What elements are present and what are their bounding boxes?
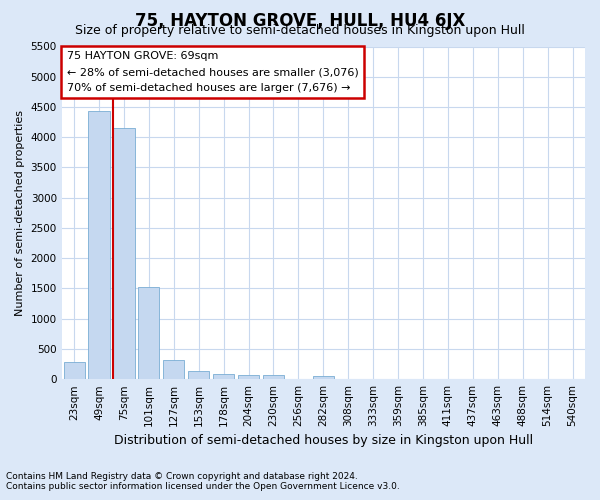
Bar [113, 128, 134, 379]
Text: 75, HAYTON GROVE, HULL, HU4 6JX: 75, HAYTON GROVE, HULL, HU4 6JX [135, 12, 465, 30]
Text: Size of property relative to semi-detached houses in Kingston upon Hull: Size of property relative to semi-detach… [75, 24, 525, 37]
Bar [313, 376, 334, 379]
Bar [64, 362, 85, 379]
Bar [88, 111, 110, 379]
X-axis label: Distribution of semi-detached houses by size in Kingston upon Hull: Distribution of semi-detached houses by … [114, 434, 533, 448]
Text: Contains HM Land Registry data © Crown copyright and database right 2024.: Contains HM Land Registry data © Crown c… [6, 472, 358, 481]
Text: Contains public sector information licensed under the Open Government Licence v3: Contains public sector information licen… [6, 482, 400, 491]
Bar [213, 374, 234, 379]
Y-axis label: Number of semi-detached properties: Number of semi-detached properties [15, 110, 25, 316]
Bar [163, 360, 184, 379]
Text: 75 HAYTON GROVE: 69sqm
← 28% of semi-detached houses are smaller (3,076)
70% of : 75 HAYTON GROVE: 69sqm ← 28% of semi-det… [67, 52, 359, 92]
Bar [188, 372, 209, 379]
Bar [138, 286, 160, 379]
Bar [263, 375, 284, 379]
Bar [238, 375, 259, 379]
